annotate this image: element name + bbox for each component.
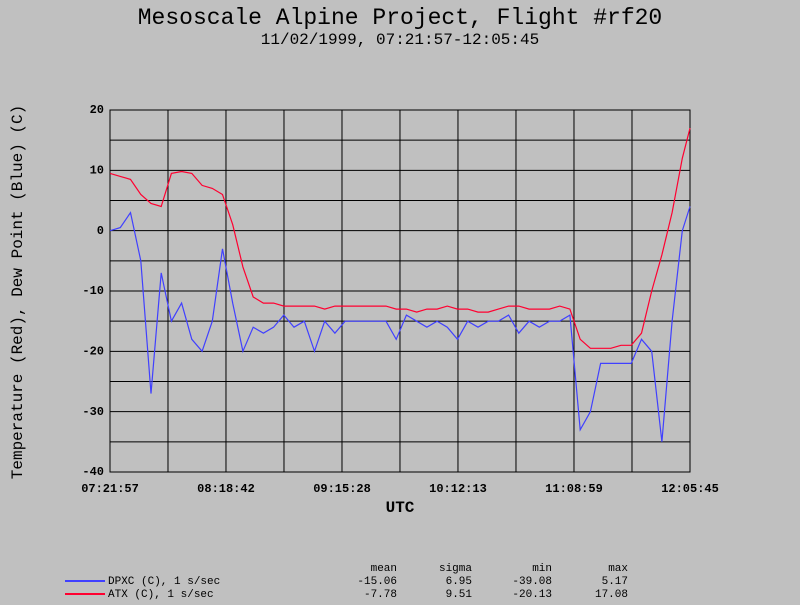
stats-header: mean [371, 563, 397, 575]
stats-value: 5.17 [602, 576, 628, 588]
stats-header: sigma [439, 563, 472, 575]
y-tick-label: 0 [97, 224, 104, 238]
y-tick-label: -20 [82, 345, 104, 359]
y-axis-label: Temperature (Red), Dew Point (Blue) (C) [9, 105, 27, 479]
stats-header: max [608, 563, 628, 575]
x-axis-label: UTC [386, 499, 415, 517]
legend-label: ATX (C), 1 s/sec [108, 589, 214, 601]
stats-value: -15.06 [357, 576, 397, 588]
x-tick-label: 11:08:59 [545, 482, 603, 496]
series-line [109, 127, 691, 349]
x-tick-label: 12:05:45 [661, 482, 719, 496]
stats-value: -20.13 [512, 589, 552, 601]
y-tick-label: -40 [82, 465, 104, 479]
x-tick-label: 07:21:57 [81, 482, 139, 496]
stats-value: -7.78 [364, 589, 397, 601]
x-tick-label: 10:12:13 [429, 482, 487, 496]
x-tick-label: 09:15:28 [313, 482, 371, 496]
y-tick-label: -30 [82, 405, 104, 419]
stats-value: 6.95 [446, 576, 472, 588]
legend-label: DPXC (C), 1 s/sec [108, 576, 220, 588]
stats-value: 9.51 [446, 589, 473, 601]
y-tick-label: -10 [82, 284, 104, 298]
y-tick-label: 20 [90, 103, 104, 117]
stats-value: 17.08 [595, 589, 628, 601]
y-tick-label: 10 [90, 164, 104, 178]
x-tick-label: 08:18:42 [197, 482, 255, 496]
chart-subtitle: 11/02/1999, 07:21:57-12:05:45 [261, 31, 539, 49]
series-line [109, 206, 691, 442]
stats-header: min [532, 563, 552, 575]
stats-value: -39.08 [512, 576, 552, 588]
chart-title: Mesoscale Alpine Project, Flight #rf20 [138, 5, 663, 31]
